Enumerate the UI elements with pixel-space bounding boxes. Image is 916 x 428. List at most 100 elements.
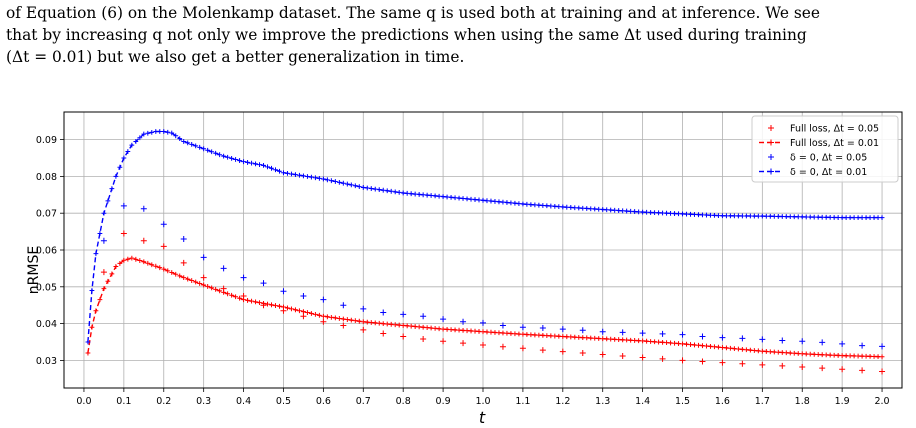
series-marker	[297, 308, 302, 314]
series-marker	[699, 333, 706, 340]
series-marker	[328, 314, 334, 320]
series-marker	[779, 362, 786, 369]
series-marker	[97, 297, 103, 303]
x-tick-label: 0.2	[156, 396, 171, 407]
x-tick-label: 0.1	[116, 396, 131, 407]
series-marker	[388, 188, 394, 194]
series-marker	[249, 298, 254, 304]
series-marker	[265, 164, 270, 170]
series-marker	[277, 303, 282, 309]
series-marker	[133, 139, 139, 144]
series-marker	[117, 164, 123, 170]
series-marker	[320, 296, 327, 303]
caption-line-3: (Δt = 0.01) but we also get a better gen…	[6, 48, 465, 66]
series-marker	[380, 330, 387, 337]
series-marker	[200, 274, 207, 281]
series-marker	[193, 143, 199, 149]
x-tick-label: 1.3	[595, 396, 610, 407]
series-marker	[364, 185, 370, 191]
series-marker	[380, 309, 387, 316]
series-marker	[245, 160, 250, 165]
series-2	[100, 202, 886, 350]
series-marker	[101, 286, 107, 292]
series-marker	[340, 302, 347, 309]
series-marker	[719, 334, 726, 341]
series-marker	[859, 342, 866, 349]
series-marker	[340, 322, 347, 329]
series-marker	[396, 190, 402, 195]
series-marker	[819, 365, 826, 372]
series-marker	[229, 155, 234, 161]
x-tick-label: 1.9	[835, 396, 850, 407]
plot-data	[85, 129, 886, 375]
series-marker	[539, 347, 546, 354]
series-marker	[217, 288, 223, 294]
series-marker	[177, 136, 183, 142]
series-marker	[177, 273, 183, 279]
series-line	[87, 257, 883, 358]
series-marker	[181, 275, 187, 280]
series-marker	[519, 345, 526, 352]
series-marker	[141, 131, 147, 137]
series-marker	[149, 129, 155, 135]
series-marker	[241, 159, 246, 165]
series-marker	[579, 327, 586, 334]
series-marker	[499, 343, 506, 350]
y-tick-label: 0.04	[36, 319, 57, 330]
series-marker	[149, 262, 155, 268]
series-marker	[332, 315, 338, 321]
series-marker	[93, 308, 99, 314]
series-marker	[293, 172, 298, 177]
series-marker	[205, 147, 211, 153]
series-marker	[241, 297, 246, 303]
legend-label: δ = 0, Δt = 0.05	[790, 153, 867, 164]
series-marker	[269, 165, 274, 171]
series-marker	[309, 311, 314, 316]
series-marker	[213, 150, 219, 156]
series-marker	[169, 130, 175, 136]
series-marker	[559, 326, 566, 333]
series-marker	[301, 309, 306, 315]
series-marker	[189, 141, 195, 147]
series-marker	[539, 325, 546, 332]
series-marker	[739, 335, 746, 342]
series-marker	[141, 259, 147, 265]
x-tick-label: 1.5	[675, 396, 690, 407]
series-marker	[125, 149, 131, 154]
x-tick-label: 1.4	[635, 396, 650, 407]
series-marker	[859, 367, 866, 374]
series-marker	[277, 168, 282, 174]
series-marker	[109, 186, 115, 192]
series-marker	[360, 305, 367, 312]
series-marker	[197, 144, 203, 150]
series-marker	[161, 266, 167, 272]
series-marker	[301, 173, 306, 179]
series-marker	[460, 340, 467, 347]
y-tick-label: 0.03	[36, 356, 57, 367]
series-marker	[129, 142, 135, 148]
x-tick-label: 0.0	[76, 396, 91, 407]
x-tick-label: 0.3	[196, 396, 211, 407]
series-marker	[193, 279, 199, 285]
series-marker	[559, 348, 566, 355]
x-tick-label: 1.7	[755, 396, 770, 407]
series-marker	[225, 291, 231, 297]
series-marker	[679, 357, 686, 364]
ticks: 0.0 0.1 0.2 0.3 0.4 0.5 0.6 0.7 0.8 0.9 1.0 1.1 1.2 1…	[36, 135, 890, 407]
series-marker	[273, 303, 278, 308]
series-marker	[97, 231, 103, 236]
series-marker	[93, 251, 99, 257]
series-marker	[253, 299, 258, 305]
series-marker	[380, 187, 386, 193]
series-marker	[344, 317, 350, 322]
series-marker	[659, 355, 666, 362]
series-marker	[237, 158, 242, 163]
series-marker	[305, 174, 310, 179]
series-marker	[240, 274, 247, 281]
series-marker	[352, 318, 358, 324]
series-marker	[340, 316, 346, 322]
series-marker	[160, 243, 167, 250]
series-marker	[297, 172, 302, 178]
series-marker	[225, 154, 231, 160]
